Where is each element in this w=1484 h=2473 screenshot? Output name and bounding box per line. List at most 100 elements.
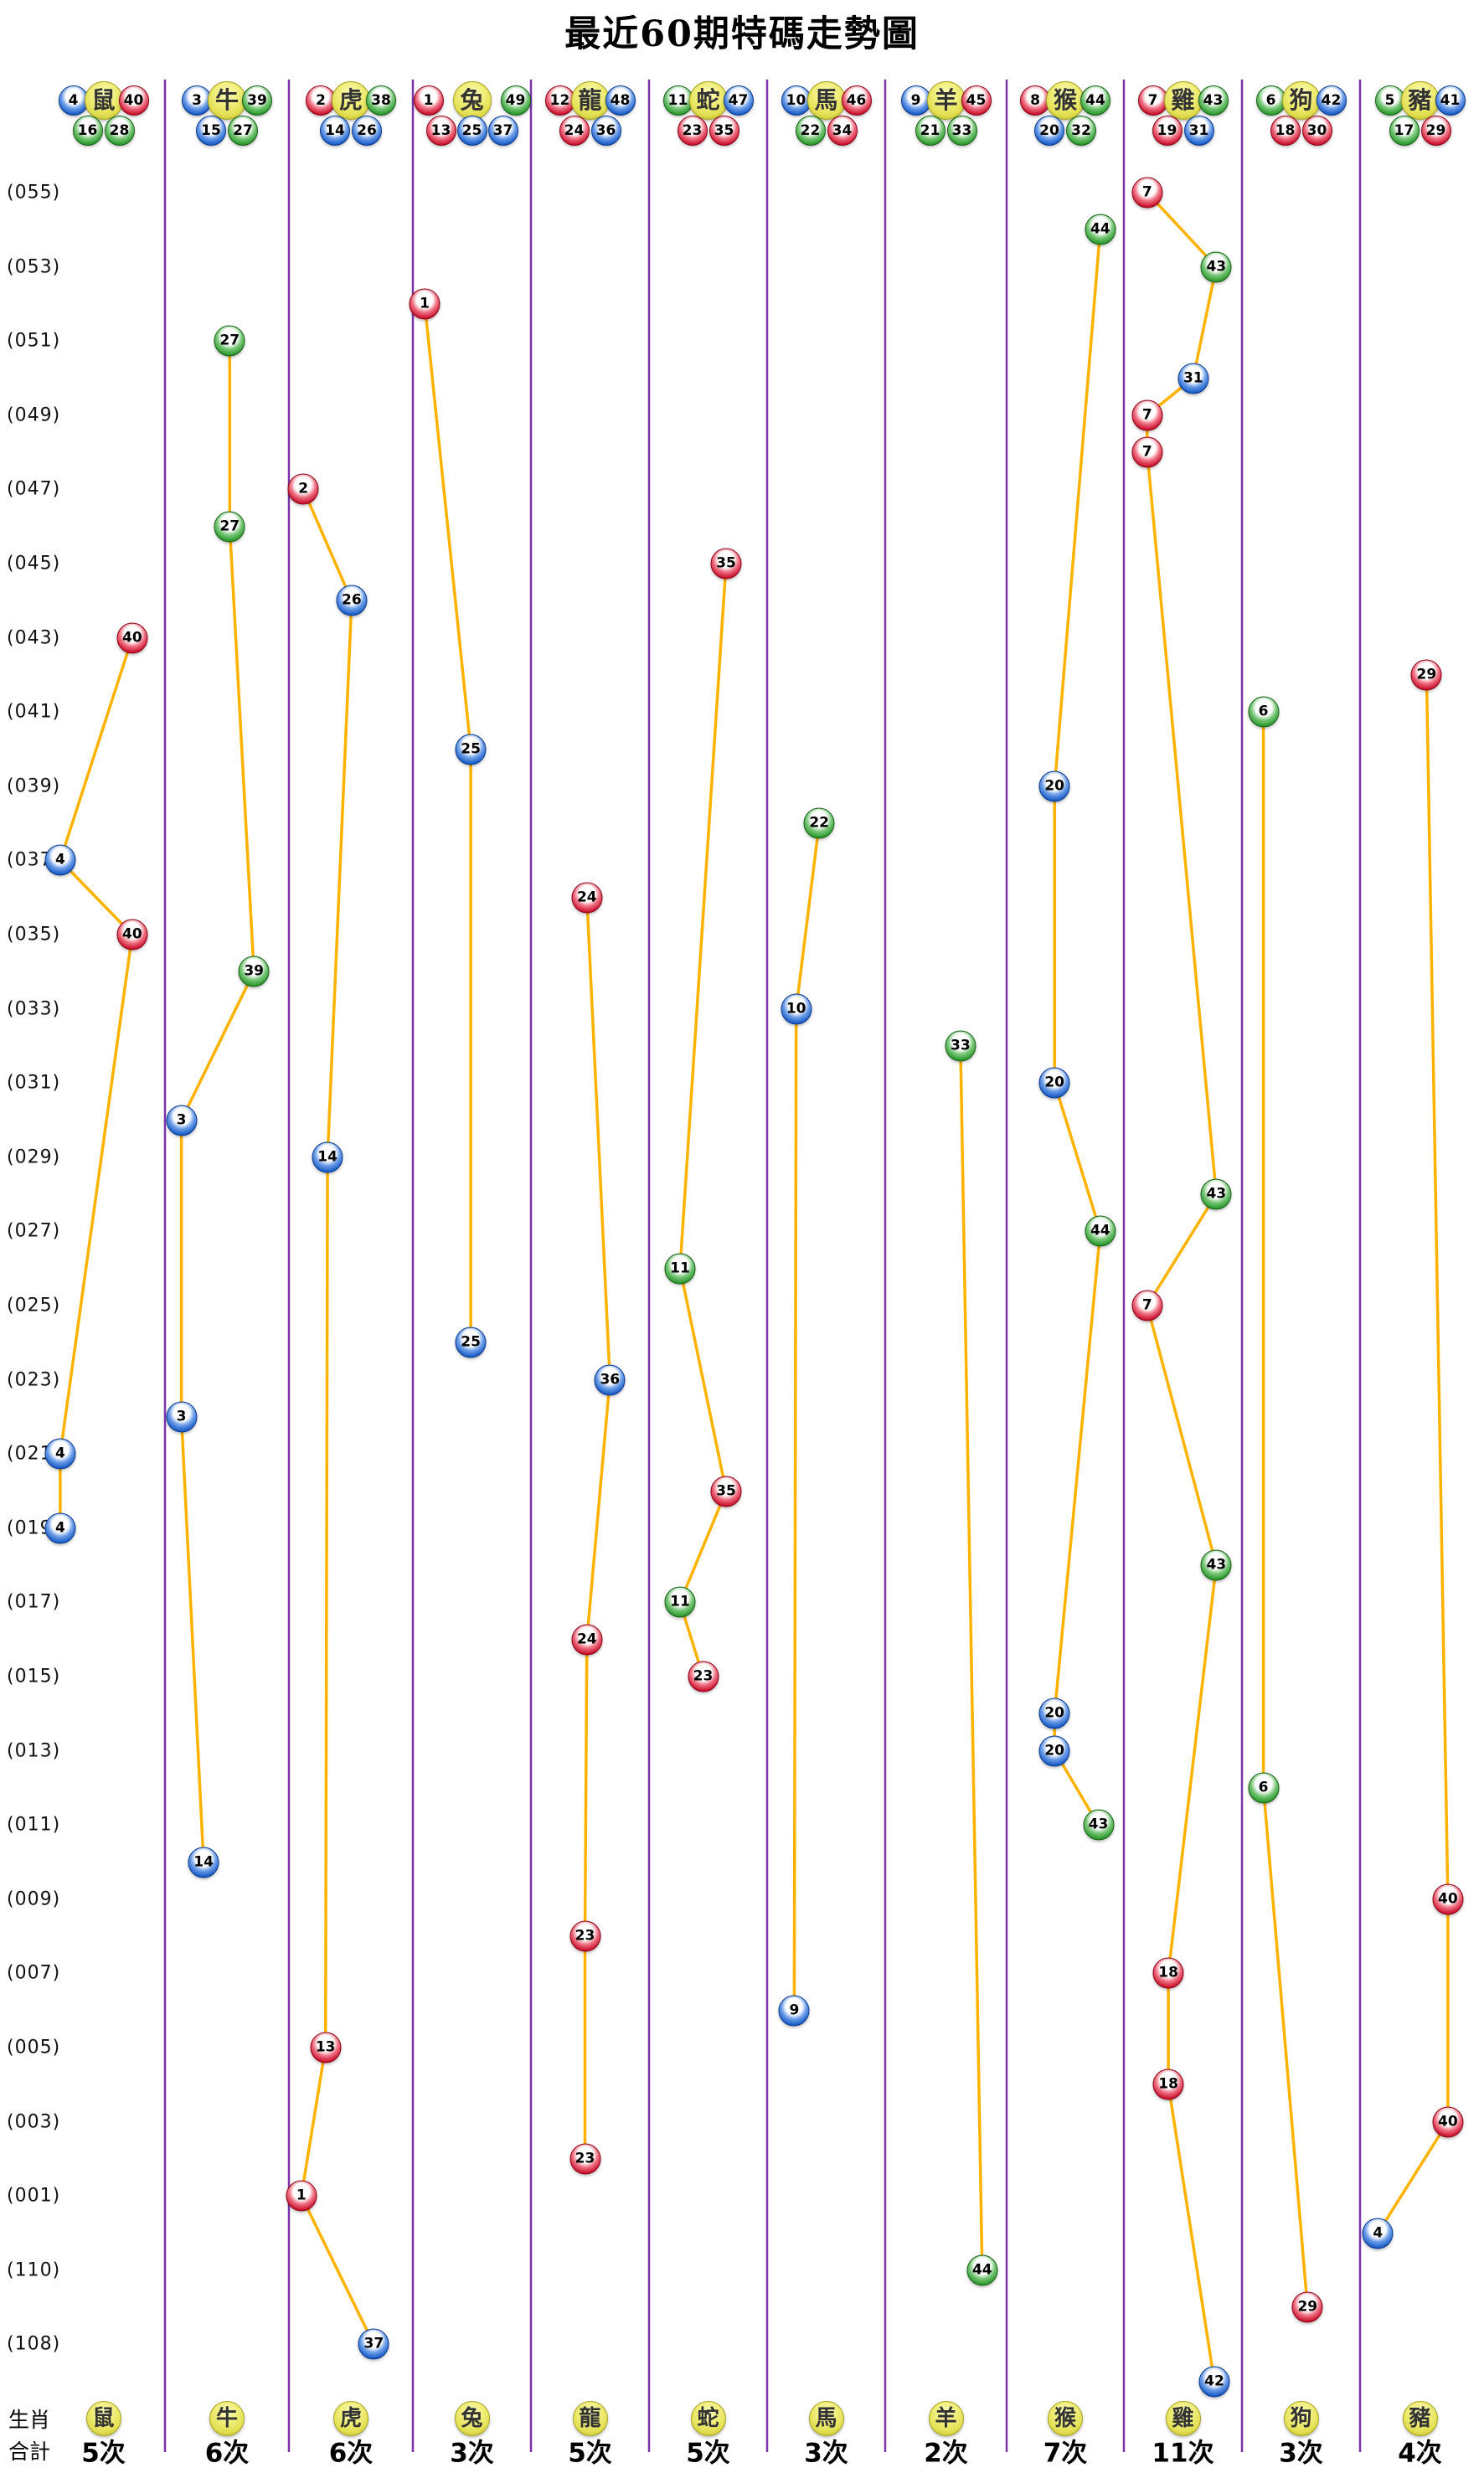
chart-ball: 1 bbox=[409, 288, 441, 320]
chart-ball: 3 bbox=[166, 1401, 198, 1433]
header-number-ball: 24 bbox=[559, 116, 590, 146]
chart-ball: 24 bbox=[571, 1624, 603, 1656]
header-number-ball: 35 bbox=[709, 116, 739, 146]
header-number-ball: 30 bbox=[1301, 116, 1332, 146]
chart-ball: 7 bbox=[1131, 399, 1163, 431]
zodiac-ball: 羊 bbox=[928, 2401, 964, 2436]
chart-ball: 27 bbox=[214, 511, 245, 543]
trend-line bbox=[59, 636, 134, 1530]
count-label: 2次 bbox=[924, 2438, 968, 2469]
chart-ball: 43 bbox=[1200, 1178, 1232, 1210]
header-number-ball: 49 bbox=[500, 85, 531, 116]
header-number-ball: 29 bbox=[1420, 116, 1451, 146]
chart-ball: 11 bbox=[664, 1586, 696, 1618]
header-number-ball: 18 bbox=[1270, 116, 1301, 146]
axis-tick-label: (108) bbox=[7, 2333, 61, 2355]
axis-tick-label: (049) bbox=[7, 404, 61, 426]
trend-line bbox=[583, 895, 612, 2161]
zodiac-ball: 虎 bbox=[333, 2401, 368, 2436]
header-zodiac-ball: 虎 bbox=[332, 81, 370, 120]
header-number-ball: 44 bbox=[1080, 85, 1110, 116]
chart-ball: 40 bbox=[116, 919, 148, 951]
chart-ball: 40 bbox=[1432, 2106, 1464, 2138]
axis-tick-label: (051) bbox=[7, 330, 61, 352]
chart-ball: 14 bbox=[312, 1141, 343, 1173]
count-label: 6次 bbox=[328, 2438, 374, 2469]
header-zodiac-ball: 蛇 bbox=[688, 81, 728, 120]
count-label: 5次 bbox=[568, 2438, 612, 2469]
axis-tick-label: (045) bbox=[7, 553, 61, 574]
trend-line bbox=[300, 487, 376, 2347]
zodiac-ball: 龍 bbox=[572, 2401, 608, 2436]
chart-ball: 42 bbox=[1198, 2366, 1230, 2398]
chart-ball: 43 bbox=[1200, 251, 1232, 283]
header-number-ball: 20 bbox=[1034, 116, 1064, 146]
header-number-ball: 26 bbox=[352, 116, 382, 146]
header-number-ball: 47 bbox=[723, 85, 754, 116]
header-number-ball: 34 bbox=[827, 116, 858, 146]
chart-ball: 7 bbox=[1131, 436, 1163, 468]
axis-tick-label: (035) bbox=[7, 924, 61, 945]
count-label: 7次 bbox=[1043, 2438, 1088, 2469]
header-number-ball: 21 bbox=[915, 116, 946, 146]
header-number-ball: 42 bbox=[1316, 85, 1347, 116]
axis-tick-label: (110) bbox=[7, 2259, 61, 2281]
chart-ball: 40 bbox=[116, 622, 148, 654]
chart-ball: 23 bbox=[688, 1661, 719, 1692]
chart-ball: 9 bbox=[778, 1995, 810, 2027]
chart-ball: 20 bbox=[1038, 1698, 1070, 1729]
header-number-ball: 48 bbox=[605, 85, 636, 116]
axis-tick-label: (039) bbox=[7, 775, 61, 797]
chart-ball: 22 bbox=[803, 807, 835, 839]
axis-tick-label: (007) bbox=[7, 1962, 61, 1984]
header-zodiac-ball: 雞 bbox=[1163, 81, 1203, 120]
count-label: 5次 bbox=[81, 2438, 126, 2469]
count-label: 6次 bbox=[204, 2438, 250, 2469]
total-row-caption: 合計 bbox=[8, 2440, 51, 2464]
axis-tick-label: (005) bbox=[7, 2037, 61, 2058]
header-number-ball: 14 bbox=[320, 116, 350, 146]
header-number-ball: 3 bbox=[182, 85, 212, 116]
header-number-ball: 5 bbox=[1374, 85, 1405, 116]
header-number-ball: 7 bbox=[1137, 85, 1168, 116]
chart-ball: 35 bbox=[710, 1476, 742, 1507]
chart-ball: 44 bbox=[966, 2254, 998, 2286]
header-number-ball: 46 bbox=[841, 85, 872, 116]
header-number-ball: 2 bbox=[306, 85, 336, 116]
header-number-ball: 37 bbox=[487, 116, 518, 146]
chart-ball: 7 bbox=[1131, 177, 1163, 209]
chart-ball: 7 bbox=[1131, 1290, 1163, 1322]
header-number-ball: 39 bbox=[242, 85, 272, 116]
chart-ball: 29 bbox=[1291, 2291, 1323, 2323]
zodiac-ball: 猴 bbox=[1048, 2401, 1083, 2436]
chart-ball: 3 bbox=[166, 1105, 198, 1136]
header-number-ball: 13 bbox=[425, 116, 456, 146]
header-number-ball: 10 bbox=[781, 85, 812, 116]
trend-line bbox=[179, 339, 255, 1864]
header-number-ball: 33 bbox=[946, 116, 977, 146]
header-number-ball: 25 bbox=[456, 116, 487, 146]
chart-title: 最近60期特碼走勢圖 bbox=[564, 13, 920, 55]
zodiac-ball: 兔 bbox=[454, 2401, 490, 2436]
chart-ball: 39 bbox=[238, 956, 270, 987]
header-number-ball: 41 bbox=[1435, 85, 1466, 116]
axis-tick-label: (013) bbox=[7, 1740, 61, 1762]
zodiac-ball: 馬 bbox=[808, 2401, 844, 2436]
header-number-ball: 19 bbox=[1152, 116, 1183, 146]
chart-ball: 37 bbox=[358, 2328, 389, 2360]
zodiac-ball: 牛 bbox=[209, 2401, 245, 2436]
header-number-ball: 36 bbox=[590, 116, 621, 146]
count-label: 3次 bbox=[1279, 2438, 1323, 2469]
chart-ball: 36 bbox=[594, 1364, 626, 1396]
chart-ball: 33 bbox=[945, 1030, 976, 1062]
axis-tick-label: (017) bbox=[7, 1591, 61, 1613]
chart-ball: 4 bbox=[44, 1438, 76, 1470]
header-number-ball: 17 bbox=[1389, 116, 1420, 146]
header-number-ball: 8 bbox=[1020, 85, 1050, 116]
chart-ball: 44 bbox=[1085, 1215, 1116, 1247]
axis-tick-label: (009) bbox=[7, 1888, 61, 1910]
chart-ball: 2 bbox=[287, 473, 319, 505]
trend-line bbox=[1376, 673, 1450, 2235]
chart-ball: 20 bbox=[1038, 1067, 1070, 1099]
chart-ball: 43 bbox=[1200, 1549, 1232, 1581]
